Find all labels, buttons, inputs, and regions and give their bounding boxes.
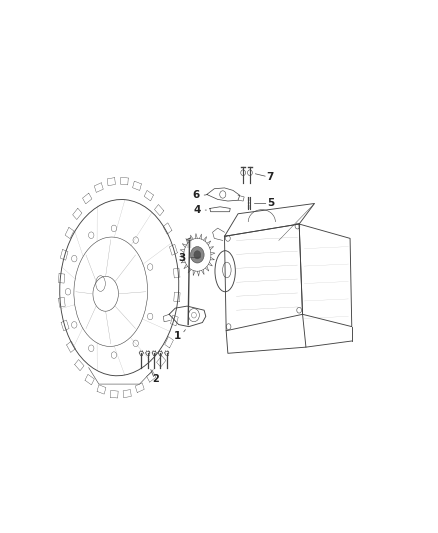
Text: 5: 5 <box>268 198 275 208</box>
Text: 4: 4 <box>194 205 201 215</box>
Circle shape <box>194 251 201 259</box>
Text: 2: 2 <box>152 374 159 384</box>
Text: 6: 6 <box>193 190 200 200</box>
Text: 7: 7 <box>266 172 274 182</box>
Text: 3: 3 <box>178 253 185 263</box>
Circle shape <box>191 247 204 263</box>
Text: 1: 1 <box>174 332 181 342</box>
